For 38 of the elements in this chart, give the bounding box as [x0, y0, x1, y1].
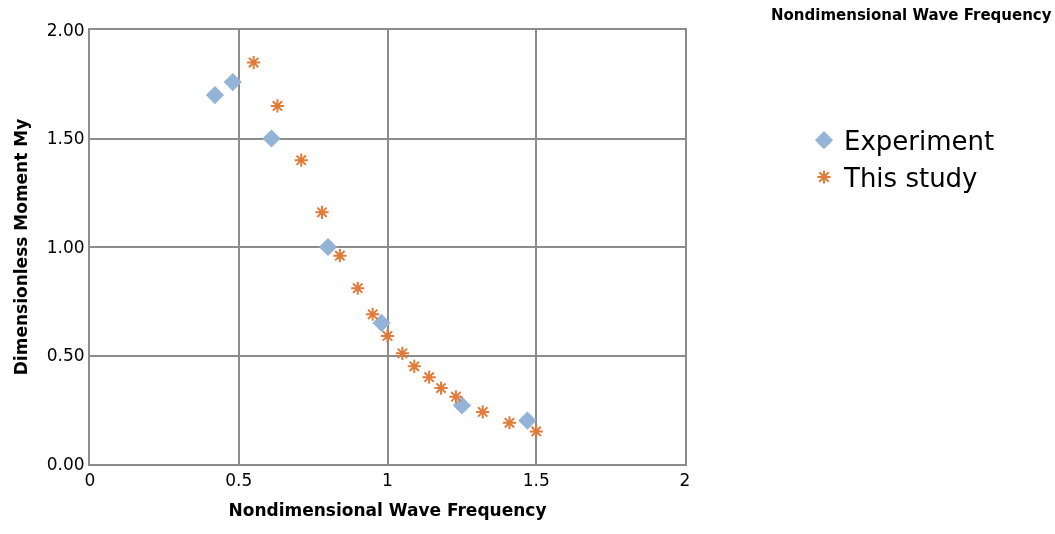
x-tick-label: 0 — [84, 470, 96, 491]
x-tick-label: 2 — [679, 470, 691, 491]
point — [452, 396, 471, 415]
text: Nondimensional Wave Frequency — [771, 6, 1052, 24]
y-tick-label: 2.00 — [46, 19, 85, 40]
y-tick-label: 1.00 — [46, 236, 85, 257]
y-tick-label: 1.50 — [46, 128, 85, 149]
point — [379, 328, 396, 344]
point — [262, 129, 281, 148]
point — [269, 98, 286, 114]
legend-label: This study — [843, 163, 978, 194]
point — [518, 411, 537, 430]
point — [205, 86, 225, 105]
point — [394, 345, 410, 361]
point — [372, 313, 391, 333]
point — [448, 389, 464, 405]
point — [501, 415, 518, 431]
x-tick-label: 0.5 — [225, 470, 253, 491]
x-tick-label: 1.5 — [522, 470, 550, 491]
point — [314, 204, 330, 220]
point — [223, 72, 242, 92]
y-tick-label: 0.50 — [46, 345, 85, 366]
y-axis-title: Dimensionless Moment My — [10, 118, 31, 376]
legend-label: Experiment — [844, 126, 995, 157]
point — [350, 280, 366, 296]
point — [433, 380, 449, 396]
x-axis-title: Nondimensional Wave Frequency — [228, 500, 547, 521]
point — [421, 369, 437, 385]
x-tick-label: 1 — [382, 470, 393, 491]
point — [246, 54, 262, 71]
point — [365, 306, 381, 322]
point — [318, 237, 338, 257]
point — [406, 358, 422, 374]
point — [475, 404, 491, 420]
point — [293, 152, 309, 168]
point — [332, 248, 348, 264]
y-tick-label: 0.00 — [46, 453, 85, 474]
point — [528, 423, 544, 440]
